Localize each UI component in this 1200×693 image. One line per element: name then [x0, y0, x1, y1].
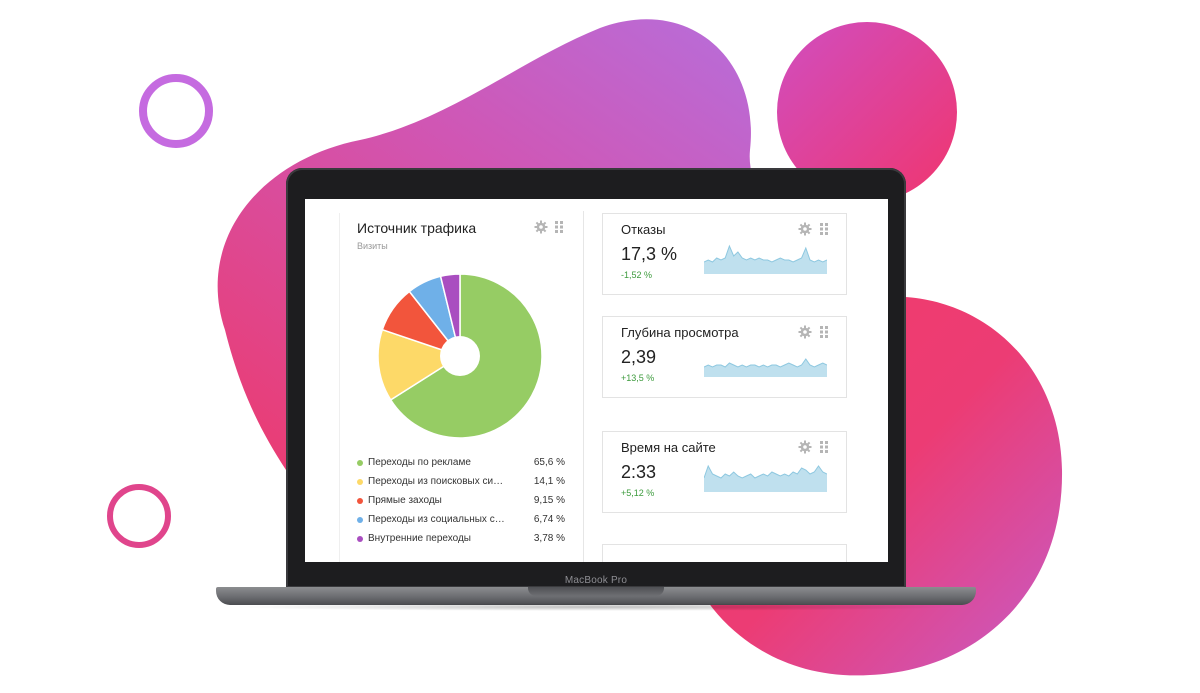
legend-item[interactable]: Внутренние переходы 3,78 % [357, 533, 569, 552]
traffic-source-title: Источник трафика [357, 220, 477, 236]
panel-divider [583, 211, 584, 562]
legend-color-dot [357, 498, 363, 504]
laptop-shadow [230, 603, 962, 611]
metric-card: Отказы 17,3 % -1,52 % [602, 213, 847, 295]
metric-title: Время на сайте [621, 440, 716, 455]
legend-label: Переходы из социальных сетей [368, 514, 506, 525]
laptop-base [216, 587, 976, 605]
legend-label: Внутренние переходы [368, 533, 471, 544]
traffic-source-widget: Источник трафика Визиты Переходы по рекл… [305, 199, 583, 562]
legend-label: Прямые заходы [368, 495, 442, 506]
laptop-base-notch [528, 587, 664, 596]
sparkline-area [704, 359, 827, 377]
drag-handle-icon[interactable] [555, 220, 563, 234]
pie-center-hole [440, 336, 480, 376]
gear-icon[interactable] [798, 222, 812, 236]
blob-right [700, 296, 1063, 676]
legend-color-dot [357, 536, 363, 542]
sparkline-line [704, 358, 827, 368]
metric-value: 17,3 % [621, 244, 678, 264]
pie-slice-4[interactable] [439, 273, 461, 357]
drag-handle-icon[interactable] [820, 440, 828, 454]
gear-icon[interactable] [798, 440, 812, 454]
legend-item[interactable]: Переходы из социальных сетей 6,74 % [357, 514, 569, 533]
legend-label: Переходы по рекламе [368, 457, 471, 468]
metric-title: Глубина просмотра [621, 325, 739, 340]
ring-bottom-left [107, 484, 171, 548]
gear-icon[interactable] [534, 220, 548, 234]
legend-color-dot [357, 460, 363, 466]
metric-card-partial [602, 544, 847, 562]
traffic-source-subtitle: Визиты [357, 241, 388, 251]
legend-item[interactable]: Переходы из поисковых систем 14,1 % [357, 476, 569, 495]
legend-value: 6,74 % [533, 514, 565, 525]
metric-sparkline [704, 464, 827, 492]
pie-slice-1[interactable] [377, 328, 462, 401]
sparkline-line [704, 244, 827, 263]
ring-top-left [139, 74, 213, 148]
legend-color-dot [357, 479, 363, 485]
metric-sparkline [704, 244, 827, 274]
metric-sparkline [704, 358, 827, 377]
legend-value: 14,1 % [533, 476, 565, 487]
legend-label: Переходы из поисковых систем [368, 476, 506, 487]
legend-value: 9,15 % [533, 495, 565, 506]
traffic-legend: Переходы по рекламе 65,6 % Переходы из пои… [357, 457, 569, 552]
traffic-pie-chart [377, 273, 543, 439]
metric-delta: -1,52 % [621, 270, 653, 280]
sparkline-line [704, 464, 827, 479]
metric-card: Глубина просмотра 2,39 +13,5 % [602, 316, 847, 398]
panel-border [339, 213, 340, 562]
gear-icon[interactable] [798, 325, 812, 339]
metric-card: Время на сайте 2:33 +5,12 % [602, 431, 847, 513]
metric-title: Отказы [621, 222, 666, 237]
drag-handle-icon[interactable] [820, 325, 828, 339]
laptop-brand-label: MacBook Pro [564, 575, 628, 586]
legend-color-dot [357, 517, 363, 523]
legend-item[interactable]: Прямые заходы 9,15 % [357, 495, 569, 514]
legend-value: 65,6 % [533, 457, 565, 468]
laptop-screen: Источник трафика Визиты Переходы по рекл… [305, 199, 888, 562]
metric-delta: +5,12 % [621, 488, 655, 498]
metric-value: 2:33 [621, 462, 657, 482]
blob-circle-top-right [777, 22, 957, 202]
legend-value: 3,78 % [533, 533, 565, 544]
legend-item[interactable]: Переходы по рекламе 65,6 % [357, 457, 569, 476]
metric-delta: +13,5 % [621, 373, 655, 383]
metric-value: 2,39 [621, 347, 657, 367]
drag-handle-icon[interactable] [820, 222, 828, 236]
sparkline-area [704, 466, 827, 492]
